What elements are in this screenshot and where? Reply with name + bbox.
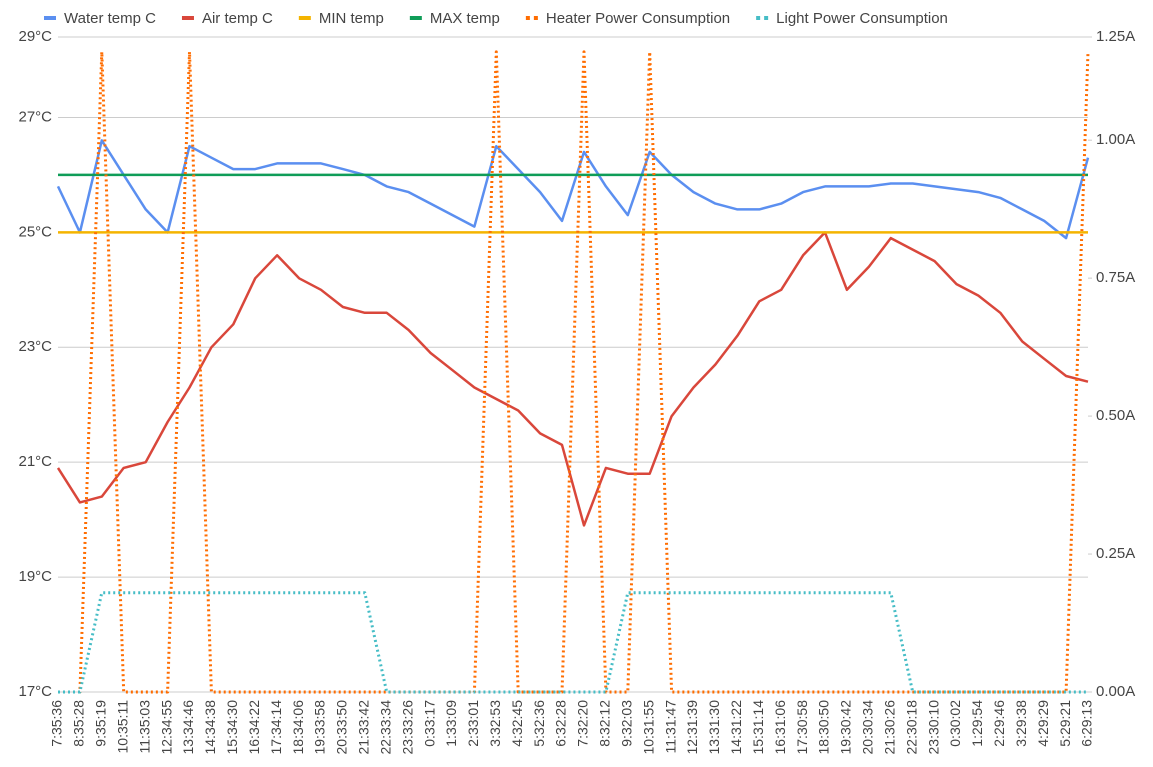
x-tick-label: 10:35:11	[114, 700, 130, 754]
x-tick-label: 0:33:17	[421, 700, 437, 747]
x-tick-label: 7:35:36	[49, 700, 65, 747]
x-tick-label: 13:34:46	[180, 700, 196, 755]
x-tick-label: 19:33:58	[312, 700, 328, 755]
y2-tick-label: 0.25A	[1096, 545, 1135, 562]
x-tick-label: 22:30:18	[903, 700, 919, 755]
x-tick-label: 23:33:26	[399, 700, 415, 755]
legend-label: Air temp C	[202, 10, 273, 27]
x-tick-label: 20:33:50	[334, 700, 350, 755]
x-tick-label: 12:34:55	[158, 700, 174, 755]
x-tick-label: 14:34:38	[202, 700, 218, 755]
x-tick-label: 18:30:50	[816, 700, 832, 755]
x-tick-label: 19:30:42	[838, 700, 854, 755]
legend-swatch	[756, 16, 761, 20]
legend-label: MIN temp	[319, 10, 384, 27]
x-tick-label: 6:29:13	[1079, 700, 1095, 747]
y-tick-label: 17°C	[18, 683, 52, 700]
legend-swatch	[764, 16, 769, 20]
x-tick-label: 9:35:19	[93, 700, 109, 747]
y2-tick-label: 0.50A	[1096, 407, 1135, 424]
x-tick-label: 1:33:09	[443, 700, 459, 747]
x-tick-label: 2:29:46	[991, 700, 1007, 747]
x-tick-label: 1:29:54	[969, 700, 985, 747]
x-tick-label: 0:30:02	[947, 700, 963, 747]
legend-swatch	[298, 16, 311, 20]
x-tick-label: 16:34:22	[246, 700, 262, 755]
x-tick-label: 21:30:26	[881, 700, 897, 755]
x-tick-label: 20:30:34	[860, 700, 876, 755]
x-tick-label: 11:35:03	[136, 700, 152, 754]
x-tick-label: 2:33:01	[465, 700, 481, 747]
legend-swatch	[533, 16, 538, 20]
y2-tick-label: 1.00A	[1096, 131, 1135, 148]
legend-swatch	[181, 16, 194, 20]
legend-label: Heater Power Consumption	[546, 10, 730, 27]
legend-swatch	[525, 16, 530, 20]
y-tick-label: 25°C	[18, 223, 52, 240]
legend-label: MAX temp	[430, 10, 500, 27]
y2-tick-label: 1.25A	[1096, 28, 1135, 45]
legend-label: Light Power Consumption	[776, 10, 948, 27]
y-tick-label: 19°C	[18, 568, 52, 585]
series-line	[56, 139, 1090, 240]
x-tick-label: 21:33:42	[356, 700, 372, 755]
x-tick-label: 4:32:45	[509, 700, 525, 747]
x-tick-label: 23:30:10	[925, 700, 941, 755]
series-line	[58, 50, 1090, 694]
x-tick-label: 14:31:22	[728, 700, 744, 755]
x-tick-label: 8:35:28	[71, 700, 87, 747]
x-tick-label: 7:32:20	[575, 700, 591, 747]
x-tick-label: 15:34:30	[224, 700, 240, 755]
x-tick-label: 3:32:53	[487, 700, 503, 747]
x-tick-label: 12:31:39	[684, 700, 700, 755]
y-tick-label: 21°C	[18, 453, 52, 470]
series-line	[58, 591, 1088, 694]
x-tick-label: 3:29:38	[1013, 700, 1029, 747]
x-tick-label: 11:31:47	[662, 700, 678, 754]
x-tick-label: 13:31:30	[706, 700, 722, 755]
x-tick-label: 9:32:03	[618, 700, 634, 747]
x-tick-label: 8:32:12	[597, 700, 613, 747]
x-tick-label: 16:31:06	[772, 700, 788, 755]
x-tick-label: 18:34:06	[290, 700, 306, 755]
x-tick-label: 6:32:28	[553, 700, 569, 747]
x-tick-label: 5:32:36	[531, 700, 547, 747]
legend-label: Water temp C	[64, 10, 156, 27]
x-tick-label: 4:29:29	[1035, 700, 1051, 747]
legend-swatch	[44, 16, 56, 20]
x-tick-label: 17:30:58	[794, 700, 810, 755]
y2-tick-label: 0.75A	[1096, 269, 1135, 286]
legend-swatch	[409, 16, 422, 20]
y-tick-label: 27°C	[18, 108, 52, 125]
x-tick-label: 15:31:14	[750, 700, 766, 755]
x-tick-label: 22:33:34	[377, 700, 393, 755]
y-tick-label: 29°C	[18, 28, 52, 45]
x-tick-label: 5:29:21	[1057, 700, 1073, 747]
x-tick-label: 17:34:14	[268, 700, 284, 755]
y2-tick-label: 0.00A	[1096, 683, 1135, 700]
y-tick-label: 23°C	[18, 338, 52, 355]
series-line	[56, 231, 1089, 527]
x-tick-label: 10:31:55	[640, 700, 656, 755]
